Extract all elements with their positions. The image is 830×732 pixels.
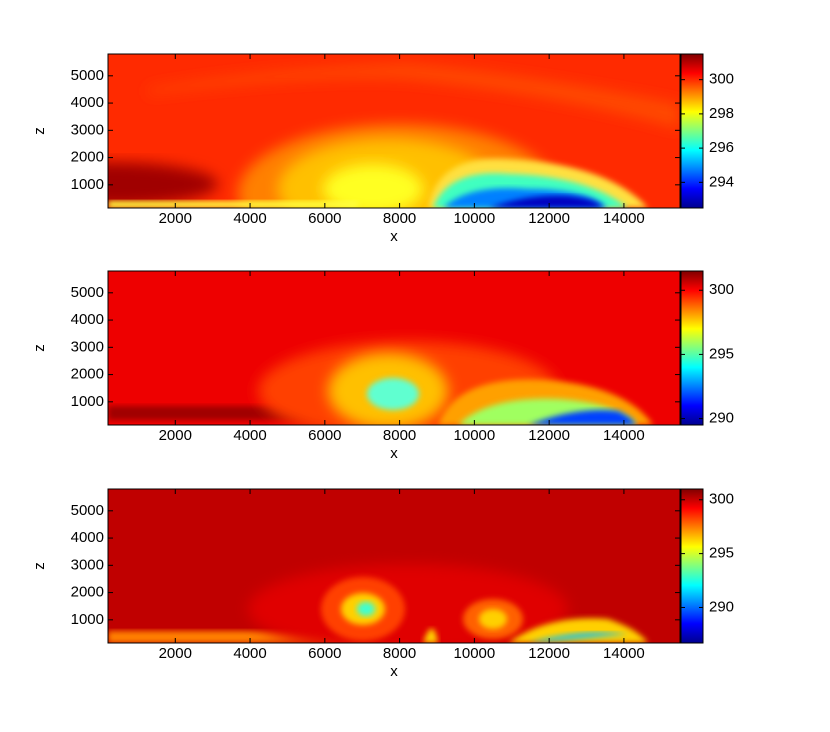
colorbar-tick-label: 295 (709, 345, 734, 362)
y-tick-label: 5000 (71, 67, 104, 84)
y-tick-label: 4000 (71, 311, 104, 328)
axes-frame (107, 53, 681, 209)
y-tick-label: 5000 (71, 284, 104, 301)
x-tick-label: 14000 (603, 427, 645, 444)
colorbar-tick-label: 290 (709, 410, 734, 427)
y-axis-label: z (31, 127, 48, 135)
colorbar-tick-label: 300 (709, 491, 734, 508)
x-tick-label: 2000 (159, 427, 192, 444)
x-axis-label: x (390, 445, 398, 462)
x-tick-label: 8000 (383, 645, 416, 662)
field-image (108, 489, 680, 643)
colorbar (680, 270, 704, 426)
x-tick-label: 12000 (528, 427, 570, 444)
x-tick-label: 10000 (454, 427, 496, 444)
x-tick-label: 14000 (603, 645, 645, 662)
x-tick-label: 8000 (383, 427, 416, 444)
y-tick-label: 2000 (71, 366, 104, 383)
colorbar-tick-label: 298 (709, 105, 734, 122)
colorbar (680, 488, 704, 644)
x-tick-label: 2000 (159, 210, 192, 227)
y-tick-label: 1000 (71, 611, 104, 628)
x-tick-label: 6000 (308, 645, 341, 662)
x-tick-label: 4000 (233, 427, 266, 444)
colorbar (680, 53, 704, 209)
x-tick-label: 2000 (159, 645, 192, 662)
y-tick-label: 1000 (71, 393, 104, 410)
colorbar-tick-label: 294 (709, 173, 734, 190)
y-tick-label: 5000 (71, 502, 104, 519)
y-axis-label: z (31, 344, 48, 352)
x-tick-label: 10000 (454, 210, 496, 227)
x-tick-label: 12000 (528, 645, 570, 662)
x-axis-label: x (390, 228, 398, 245)
colorbar-tick-label: 295 (709, 545, 734, 562)
field-image (108, 54, 680, 208)
y-tick-label: 2000 (71, 584, 104, 601)
y-tick-label: 3000 (71, 338, 104, 355)
y-axis-label: z (31, 562, 48, 570)
y-tick-label: 4000 (71, 94, 104, 111)
y-tick-label: 4000 (71, 529, 104, 546)
axes-frame (107, 270, 681, 426)
axes-frame (107, 488, 681, 644)
x-axis-label: x (390, 663, 398, 680)
colorbar-tick-label: 300 (709, 281, 734, 298)
x-tick-label: 6000 (308, 427, 341, 444)
y-tick-label: 3000 (71, 121, 104, 138)
colorbar-tick-label: 296 (709, 139, 734, 156)
x-tick-label: 10000 (454, 645, 496, 662)
field-image (108, 271, 680, 425)
x-tick-label: 8000 (383, 210, 416, 227)
colorbar-tick-label: 300 (709, 71, 734, 88)
x-tick-label: 4000 (233, 645, 266, 662)
y-tick-label: 2000 (71, 149, 104, 166)
colorbar-tick-label: 290 (709, 598, 734, 615)
x-tick-label: 6000 (308, 210, 341, 227)
x-tick-label: 4000 (233, 210, 266, 227)
x-tick-label: 14000 (603, 210, 645, 227)
x-tick-label: 12000 (528, 210, 570, 227)
y-tick-label: 3000 (71, 556, 104, 573)
y-tick-label: 1000 (71, 176, 104, 193)
